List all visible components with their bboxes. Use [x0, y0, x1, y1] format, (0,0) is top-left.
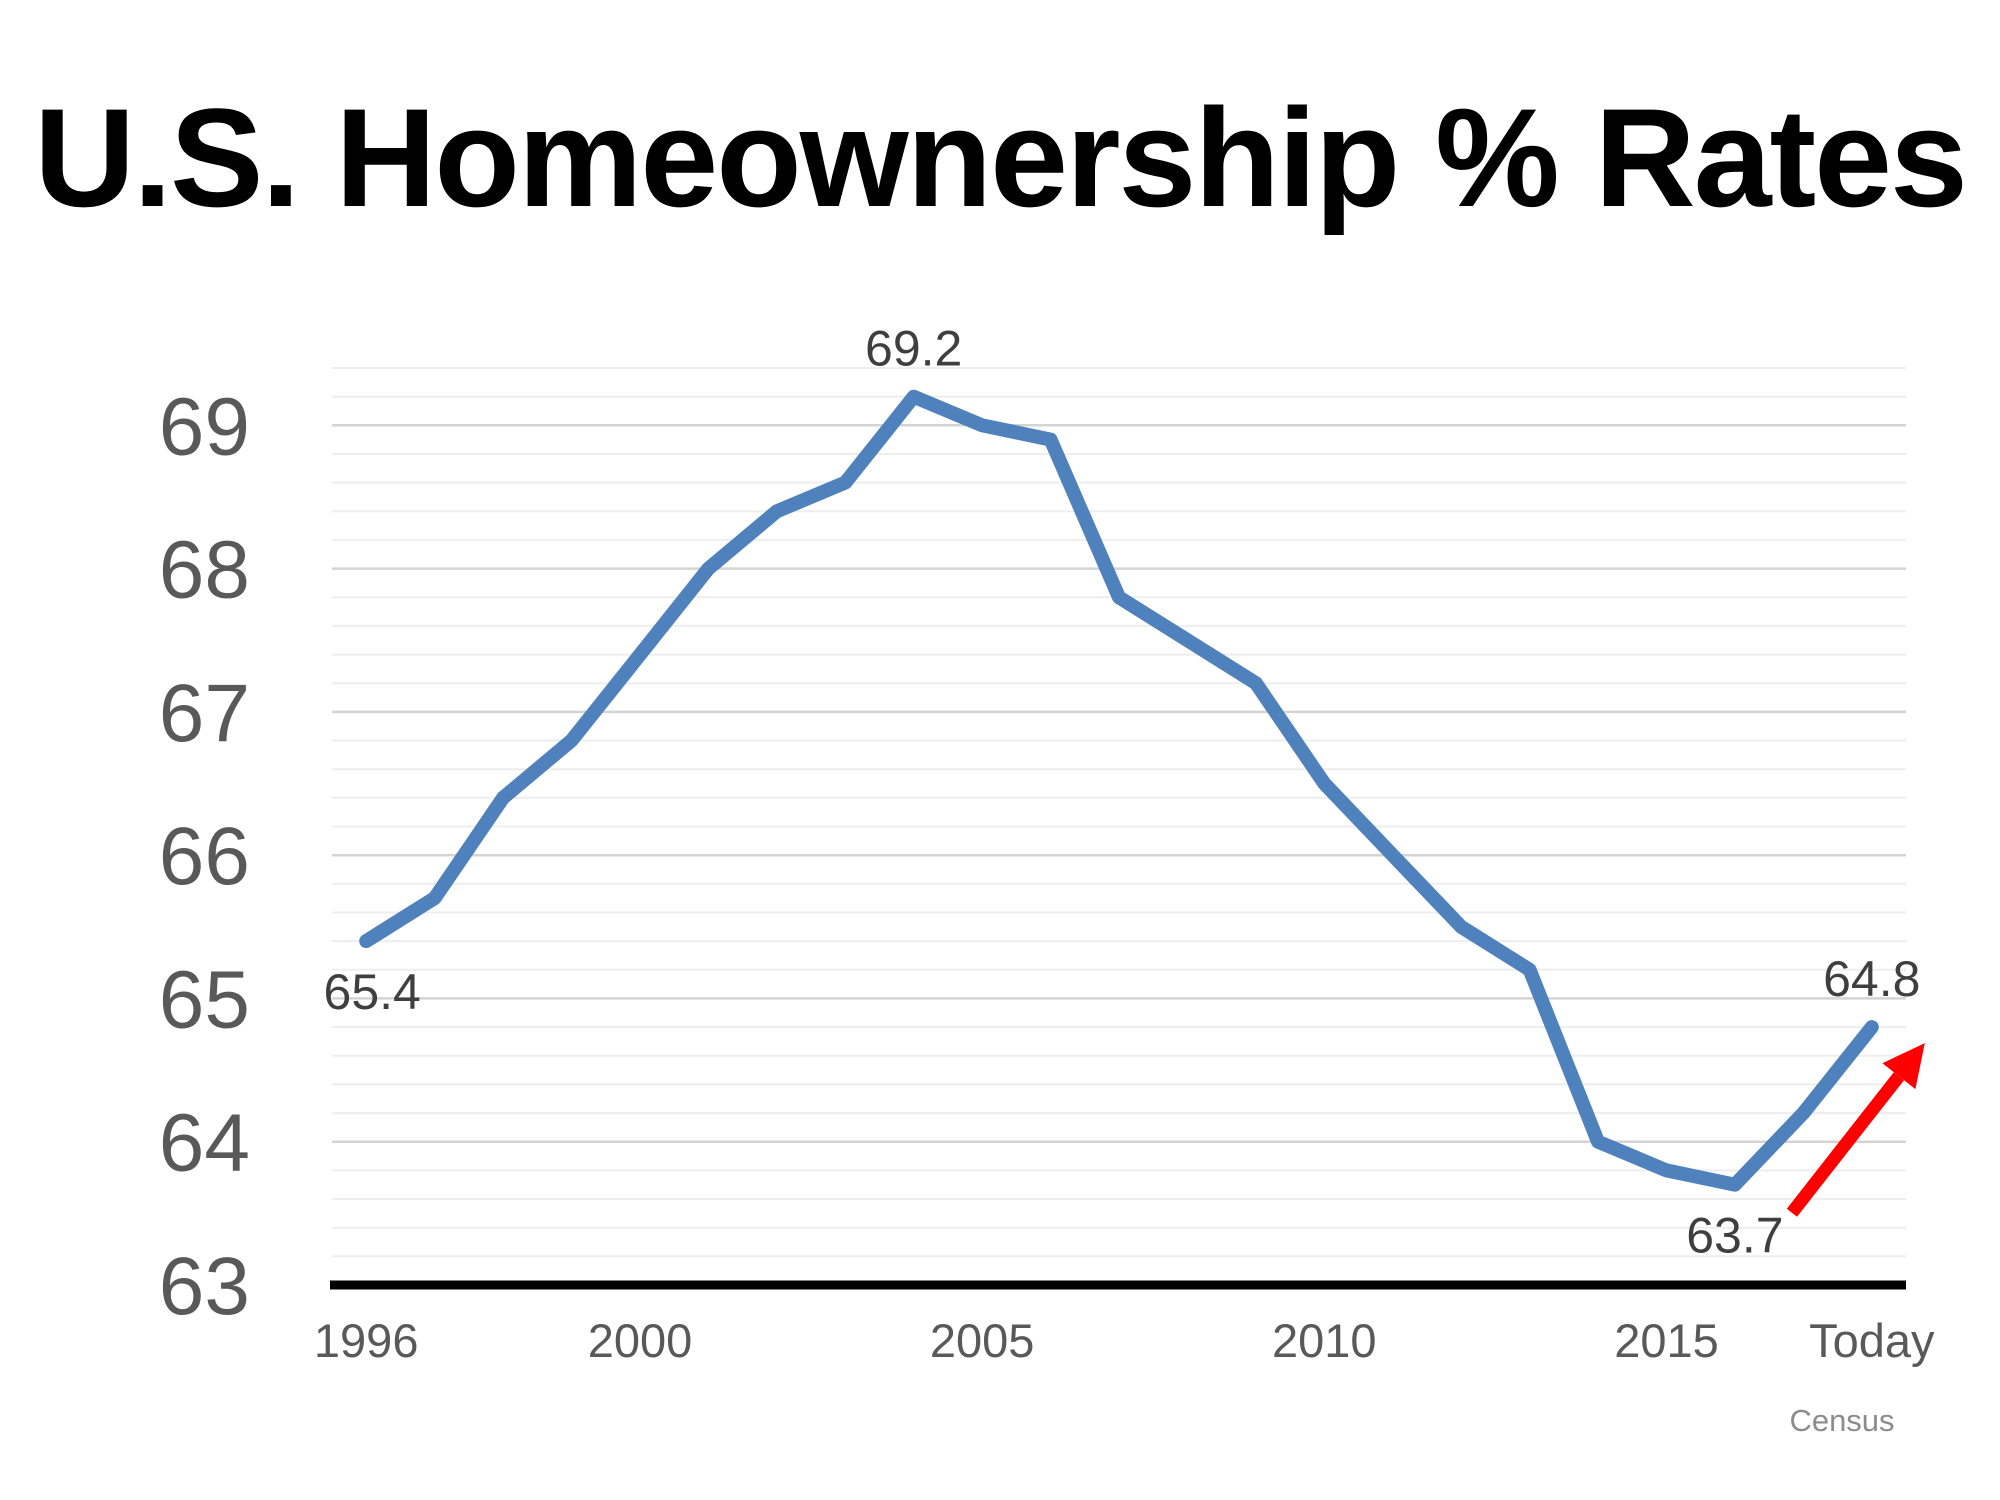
homeownership-rate-line [359, 389, 1879, 1192]
y-axis-tick-label: 64 [159, 1098, 250, 1189]
y-axis-tick-label: 66 [159, 811, 250, 902]
chart-title: U.S. Homeownership % Rates [34, 79, 1968, 236]
x-axis-tick-label: 2010 [1272, 1314, 1377, 1367]
y-axis-tick-label: 69 [159, 381, 250, 472]
x-axis-tick-label: 2015 [1614, 1314, 1719, 1367]
data-point-label: 63.7 [1686, 1208, 1783, 1264]
x-axis-tick-label: 2005 [930, 1314, 1035, 1367]
data-point-label: 64.8 [1823, 951, 1920, 1007]
x-axis-tick-label: Today [1809, 1314, 1935, 1367]
trend-arrow-shaft [1786, 1072, 1905, 1217]
source-label: Census [1789, 1403, 1895, 1438]
y-axis-tick-label: 65 [159, 954, 250, 1045]
y-axis-tick-label: 67 [159, 668, 250, 759]
x-axis-tick-label: 1996 [314, 1314, 419, 1367]
y-axis-tick-label: 68 [159, 525, 250, 616]
data-point-label: 65.4 [324, 964, 421, 1020]
y-axis-tick-label: 63 [159, 1241, 250, 1332]
trend-arrow-head-icon [1882, 1043, 1925, 1090]
x-axis-tick-label: 2000 [588, 1314, 693, 1367]
data-point-label: 69.2 [865, 321, 962, 377]
